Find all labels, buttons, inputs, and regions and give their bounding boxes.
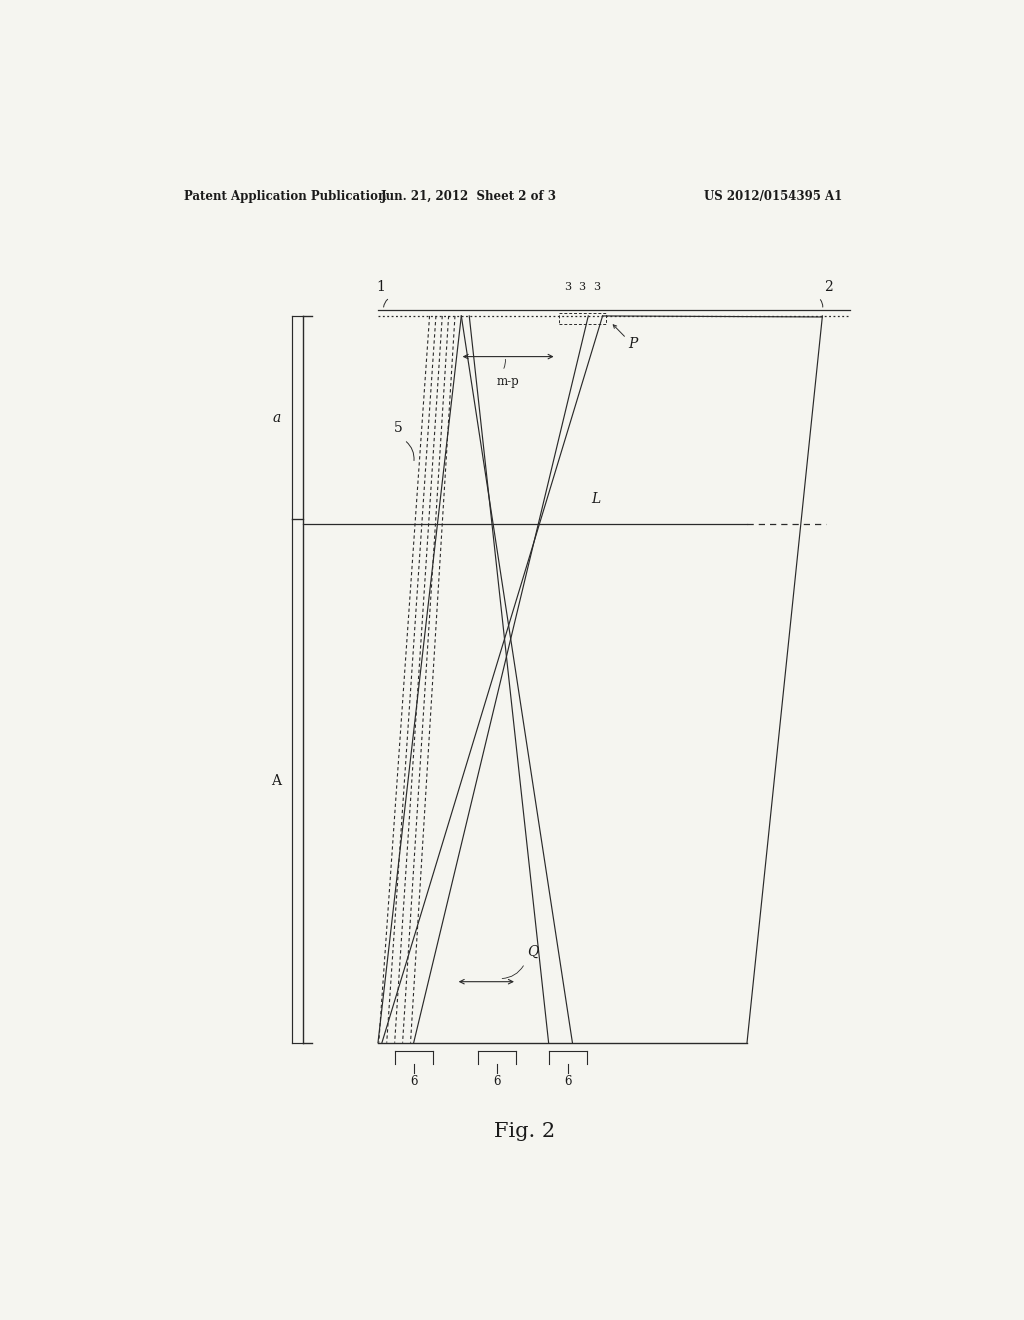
Text: Fig. 2: Fig. 2 [495,1122,555,1140]
Text: Q: Q [527,945,539,960]
Text: 6: 6 [410,1076,418,1088]
Text: US 2012/0154395 A1: US 2012/0154395 A1 [703,190,842,202]
Text: A: A [271,774,282,788]
Text: 3: 3 [564,281,571,292]
Text: Patent Application Publication: Patent Application Publication [183,190,386,202]
Text: m-p: m-p [497,375,519,388]
Text: 3: 3 [579,281,586,292]
Text: 1: 1 [376,280,385,293]
Text: 2: 2 [824,280,834,293]
Text: 3: 3 [593,281,600,292]
Text: a: a [273,411,282,425]
Text: 6: 6 [564,1076,572,1088]
Text: L: L [592,492,601,506]
Text: Jun. 21, 2012  Sheet 2 of 3: Jun. 21, 2012 Sheet 2 of 3 [381,190,557,202]
Text: 6: 6 [494,1076,501,1088]
Text: 5: 5 [393,421,402,434]
Text: P: P [628,338,637,351]
